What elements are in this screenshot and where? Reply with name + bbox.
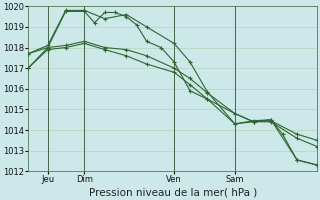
X-axis label: Pression niveau de la mer( hPa ): Pression niveau de la mer( hPa ): [89, 187, 257, 197]
